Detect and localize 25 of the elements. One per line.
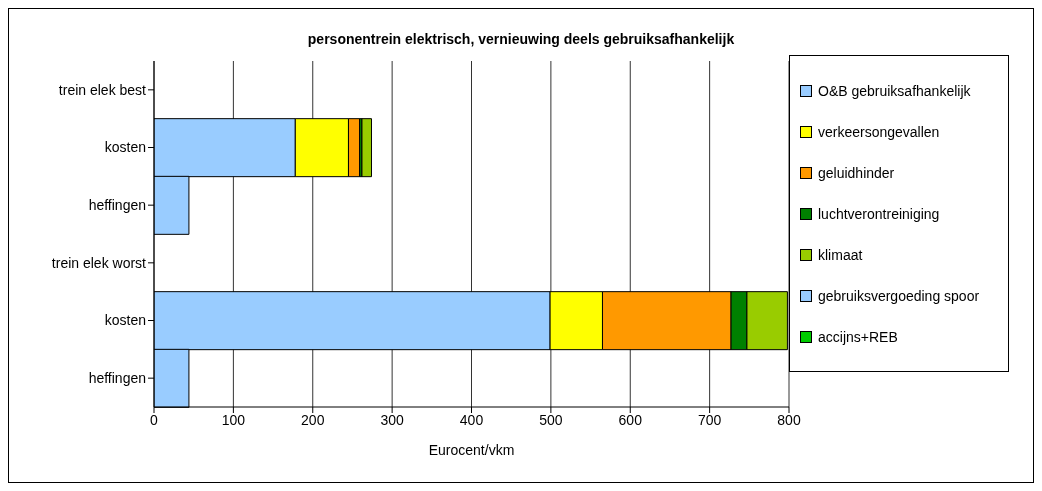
legend-label: gebruiksvergoeding spoor [818, 287, 980, 304]
y-tick-label: heffingen [88, 370, 146, 387]
chart-title: personentrein elektrisch, vernieuwing deels gebruiksafhankelijk [306, 31, 736, 47]
y-tick-label: heffingen [88, 197, 146, 214]
y-tick-label: trein elek best [58, 81, 147, 98]
x-tick-label: 300 [380, 411, 405, 428]
x-tick-label: 800 [777, 411, 801, 428]
y-tick-label: kosten [104, 139, 146, 156]
x-tick-label: 0 [150, 411, 159, 428]
y-tick-label: trein elek worst [51, 254, 147, 271]
legend-label: O&B gebruiksafhankelijk [818, 82, 971, 99]
x-tick-label: 400 [459, 411, 484, 428]
legend-label: accijns+REB [818, 328, 898, 345]
x-tick-label: 100 [221, 411, 246, 428]
legend-label: luchtverontreiniging [818, 205, 940, 222]
legend-label: klimaat [818, 246, 863, 263]
legend-label: geluidhinder [818, 164, 895, 181]
x-axis-title: Eurocent/vkm [428, 442, 515, 458]
x-tick-label: 600 [618, 411, 643, 428]
legend-label: verkeersongevallen [818, 123, 940, 140]
x-tick-label: 500 [539, 411, 563, 428]
y-tick-label: kosten [104, 312, 146, 329]
bar [361, 118, 372, 178]
x-tick-label: 200 [301, 411, 325, 428]
x-tick-label: 700 [697, 411, 722, 428]
